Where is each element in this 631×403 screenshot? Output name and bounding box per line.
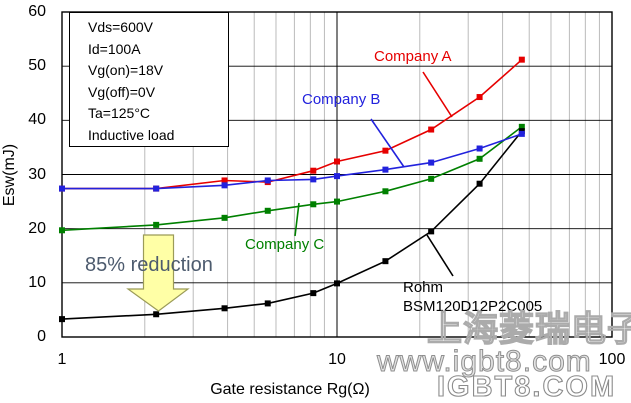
data-point-rohm-bsm120d12p2c005 (310, 290, 317, 297)
series-line-company-a (62, 59, 523, 190)
y-tick-label: 50 (28, 57, 46, 75)
data-point-company-c (428, 175, 435, 182)
x-tick-label: 100 (598, 351, 626, 368)
data-point-company-c (334, 198, 340, 205)
data-point-company-c (264, 207, 271, 214)
condition-line: Ta=125°C (88, 105, 151, 121)
reduction-arrow (126, 234, 190, 312)
data-point-company-b (59, 185, 65, 192)
y-tick-label: 0 (37, 328, 46, 345)
data-point-company-c (221, 214, 228, 221)
data-point-company-c (382, 188, 389, 195)
series-line-company-b (62, 133, 523, 190)
data-point-company-b (518, 130, 525, 137)
data-point-rohm-bsm120d12p2c005 (382, 258, 389, 265)
data-point-rohm-bsm120d12p2c005 (334, 280, 340, 287)
watermark-chinese: 上海菱瑞电子 (426, 309, 631, 349)
data-point-company-c (59, 227, 65, 234)
data-point-company-c (518, 123, 525, 130)
test-conditions-box: Vds=600V Id=100A Vg(on)=18V Vg(off)=0V T… (69, 12, 229, 147)
leader-rohm (426, 234, 454, 277)
x-axis-label: Gate resistance Rg(Ω) (210, 381, 370, 398)
data-point-company-b (264, 177, 271, 184)
data-point-company-a (518, 56, 525, 63)
rohm-label-line1: Rohm (403, 279, 444, 296)
series-line-rohm-bsm120d12p2c005 (61, 130, 523, 320)
data-point-company-b (476, 145, 483, 152)
data-point-rohm-bsm120d12p2c005 (59, 316, 65, 323)
y-tick-label: 60 (28, 3, 46, 20)
data-point-company-c (153, 221, 160, 228)
series-line-company-c (61, 126, 523, 232)
data-point-company-b (310, 176, 317, 183)
data-point-company-a (310, 167, 317, 174)
data-point-company-b (382, 166, 389, 173)
data-point-company-a (428, 126, 435, 133)
y-tick-label: 30 (28, 165, 46, 183)
data-point-rohm-bsm120d12p2c005 (153, 311, 160, 318)
plot-border (61, 11, 613, 338)
data-point-rohm-bsm120d12p2c005 (476, 180, 483, 187)
data-point-company-a (382, 147, 389, 154)
data-point-company-b (221, 182, 228, 189)
condition-line: Vg(on)=18V (88, 62, 164, 78)
data-point-rohm-bsm120d12p2c005 (264, 300, 271, 307)
y-tick-label: 40 (28, 111, 46, 129)
data-point-company-a (476, 94, 483, 101)
data-point-company-b (334, 173, 340, 180)
y-tick-label: 10 (28, 273, 46, 291)
data-point-company-a (221, 177, 228, 184)
series-label-rohm: Rohm BSM120D12P2C005 (403, 278, 542, 316)
condition-line: Vg(off)=0V (88, 83, 156, 100)
data-point-company-b (428, 159, 435, 166)
leader-company-c (294, 202, 300, 237)
watermark-brand: IGBT8.COM (436, 370, 617, 403)
condition-line: Vds=600V (88, 19, 153, 35)
series-label-company-b: Company B (302, 91, 381, 108)
reduction-annotation: 85% reduction (85, 254, 213, 276)
data-point-company-b (153, 185, 160, 192)
condition-line: Id=100A (88, 40, 141, 57)
series-label-company-c: Company C (245, 236, 325, 253)
leader-company-b (370, 118, 405, 168)
data-point-company-a (334, 158, 340, 165)
data-point-company-c (310, 201, 317, 208)
x-tick-label: 1 (57, 351, 67, 368)
leader-company-a (422, 71, 453, 118)
watermark-url: www.igbt8.com (377, 345, 592, 379)
data-point-rohm-bsm120d12p2c005 (428, 228, 435, 235)
data-point-company-c (476, 155, 483, 162)
y-tick-label: 20 (28, 219, 46, 237)
x-tick-label: 10 (328, 351, 346, 368)
data-point-rohm-bsm120d12p2c005 (221, 305, 228, 312)
rohm-label-line2: BSM120D12P2C005 (403, 298, 543, 315)
condition-line: Inductive load (88, 126, 175, 143)
series-label-company-a: Company A (374, 48, 452, 65)
